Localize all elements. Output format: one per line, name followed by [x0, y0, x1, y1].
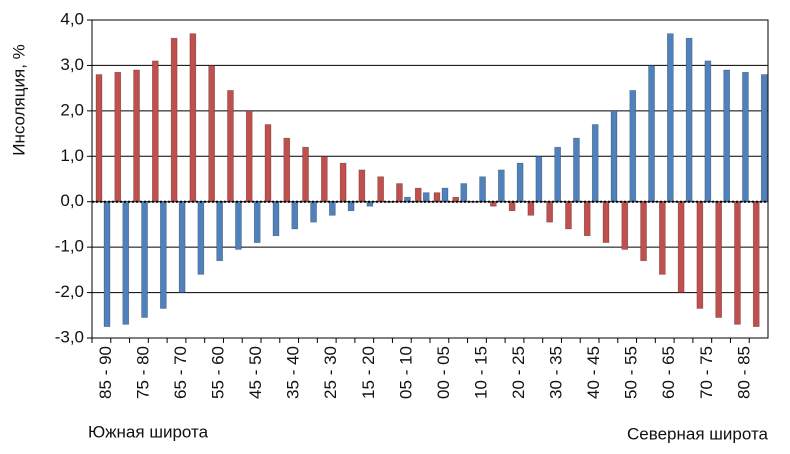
bar — [648, 65, 655, 203]
x-tick-label: 40 - 45 — [584, 346, 603, 399]
x-tick-label: 70 - 75 — [697, 346, 716, 399]
bar — [95, 74, 103, 203]
bar — [347, 201, 355, 212]
bar — [414, 187, 422, 203]
bar — [554, 146, 561, 203]
bar — [396, 183, 403, 203]
bar — [621, 201, 629, 250]
bar — [715, 201, 722, 318]
x-tick-label: 50 - 55 — [622, 346, 641, 399]
bar — [141, 201, 148, 318]
bar — [377, 176, 384, 203]
x-tick-label: 05 - 10 — [396, 346, 415, 399]
bar — [329, 201, 336, 216]
bar — [498, 169, 505, 203]
bar — [291, 201, 299, 230]
bar — [321, 155, 328, 203]
bar — [114, 71, 122, 203]
bar — [583, 201, 591, 237]
bar — [433, 192, 441, 203]
x-tick-label: 60 - 65 — [659, 346, 678, 399]
bar — [283, 137, 291, 203]
bar — [602, 201, 610, 243]
bar — [742, 71, 749, 203]
bar — [170, 37, 178, 203]
bar — [535, 155, 543, 203]
x-tick-label: 30 - 35 — [547, 346, 566, 399]
bar — [573, 137, 580, 203]
bar — [508, 201, 516, 212]
bar — [685, 37, 693, 203]
bar — [516, 162, 524, 203]
x-tick-label: 55 - 60 — [209, 346, 228, 399]
y-tick-label: -2,0 — [55, 282, 84, 301]
bar — [103, 201, 111, 327]
x-tick-label: 75 - 80 — [133, 346, 152, 399]
x-tick-label: 25 - 30 — [321, 346, 340, 399]
bar — [404, 196, 411, 203]
bar — [422, 192, 430, 203]
x-tick-label: 80 - 85 — [734, 346, 753, 399]
y-tick-label: 0,0 — [60, 191, 84, 210]
bar — [527, 201, 535, 216]
bar — [310, 201, 317, 223]
y-tick-label: -1,0 — [55, 237, 84, 256]
x-tick-label: 20 - 25 — [509, 346, 528, 399]
bar — [659, 201, 666, 275]
bar — [760, 74, 768, 203]
bar — [704, 60, 712, 203]
bar — [339, 162, 347, 203]
y-tick-label: 4,0 — [60, 9, 84, 28]
bar — [460, 183, 468, 203]
bar — [264, 124, 272, 203]
bar — [160, 201, 167, 309]
x-tick-label: 10 - 15 — [471, 346, 490, 399]
bar — [208, 65, 215, 203]
y-tick-label: 3,0 — [60, 55, 84, 74]
bar — [133, 69, 140, 203]
bar — [272, 201, 280, 237]
bar — [591, 124, 599, 203]
y-tick-label: 2,0 — [60, 100, 84, 119]
x-tick-label: 85 - 90 — [96, 346, 115, 399]
bar — [479, 176, 486, 203]
bar — [565, 201, 572, 230]
x-tick-label: 00 - 05 — [434, 346, 453, 399]
bar — [734, 201, 741, 325]
bar — [216, 201, 223, 262]
y-axis-label: Инсоляция, % — [9, 44, 28, 156]
bar — [667, 33, 674, 203]
bar — [358, 169, 366, 203]
x-tick-label: 35 - 40 — [284, 346, 303, 399]
plot-area — [91, 19, 769, 339]
bar — [178, 201, 186, 293]
bar — [189, 33, 197, 203]
bar — [629, 90, 637, 203]
y-tick-label: -3,0 — [55, 327, 84, 346]
bar — [610, 110, 618, 203]
bar — [441, 187, 449, 203]
bar — [452, 196, 460, 203]
bar — [640, 201, 647, 262]
bar — [302, 146, 309, 203]
x-tick-label: 65 - 70 — [171, 346, 190, 399]
x-axis-label-right: Северная широта — [627, 424, 769, 443]
bar — [546, 201, 553, 223]
bar — [197, 201, 205, 275]
bar — [723, 69, 730, 203]
bar — [677, 201, 685, 293]
bar — [696, 201, 704, 309]
bar — [245, 110, 253, 203]
x-tick-label: 45 - 50 — [246, 346, 265, 399]
x-axis-label-left: Южная широта — [88, 422, 209, 441]
x-tick-label: 15 - 20 — [359, 346, 378, 399]
bar — [122, 201, 130, 325]
bar — [235, 201, 242, 250]
bar — [227, 90, 234, 203]
bar — [253, 201, 261, 243]
y-tick-label: 1,0 — [60, 146, 84, 165]
bar — [752, 201, 760, 327]
bar — [152, 60, 159, 203]
